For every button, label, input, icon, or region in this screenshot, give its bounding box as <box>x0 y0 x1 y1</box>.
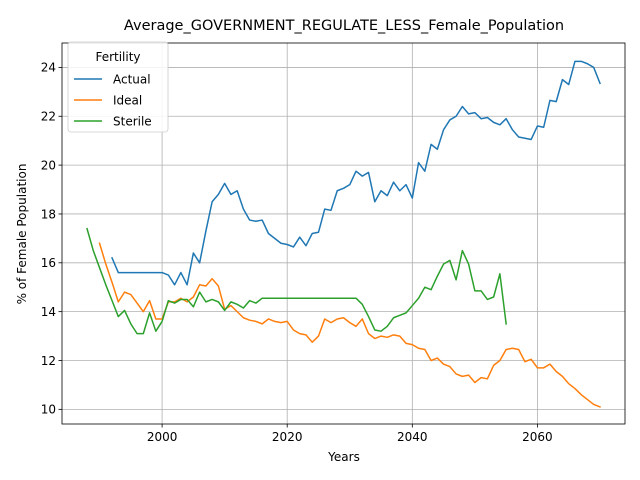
plot-frame <box>61 42 626 425</box>
y-tick-label: 12 <box>41 354 56 368</box>
y-tick-label: 18 <box>41 207 56 221</box>
legend: Fertility Actual Ideal Sterile <box>67 41 169 133</box>
x-tick-label: 2020 <box>272 430 303 444</box>
legend-title: Fertility <box>95 50 140 64</box>
series-line-actual <box>111 60 601 286</box>
legend-label-ideal: Ideal <box>113 93 142 107</box>
y-axis-ticks: 10 12 14 16 18 20 22 24 <box>41 61 62 417</box>
x-axis-ticks: 2000 2020 2040 2060 <box>147 424 553 444</box>
x-axis-label: Years <box>327 450 360 464</box>
grid-lines <box>62 43 625 424</box>
y-tick-label: 22 <box>41 110 56 124</box>
series-lines <box>86 60 601 408</box>
x-tick-label: 2040 <box>397 430 428 444</box>
y-tick-label: 10 <box>41 403 56 417</box>
legend-items: Actual Ideal Sterile <box>74 72 152 128</box>
x-tick-label: 2000 <box>147 430 178 444</box>
y-tick-label: 24 <box>41 61 56 75</box>
y-tick-label: 16 <box>41 256 56 270</box>
legend-label-actual: Actual <box>113 72 151 86</box>
y-tick-label: 14 <box>41 305 56 319</box>
x-tick-label: 2060 <box>522 430 553 444</box>
chart-title: Average_GOVERNMENT_REGULATE_LESS_Female_… <box>124 18 564 34</box>
y-axis-label: % of Female Population <box>15 164 29 305</box>
legend-label-sterile: Sterile <box>113 114 152 128</box>
series-line-sterile <box>86 227 507 335</box>
legend-box <box>67 41 169 133</box>
y-tick-label: 20 <box>41 158 56 172</box>
